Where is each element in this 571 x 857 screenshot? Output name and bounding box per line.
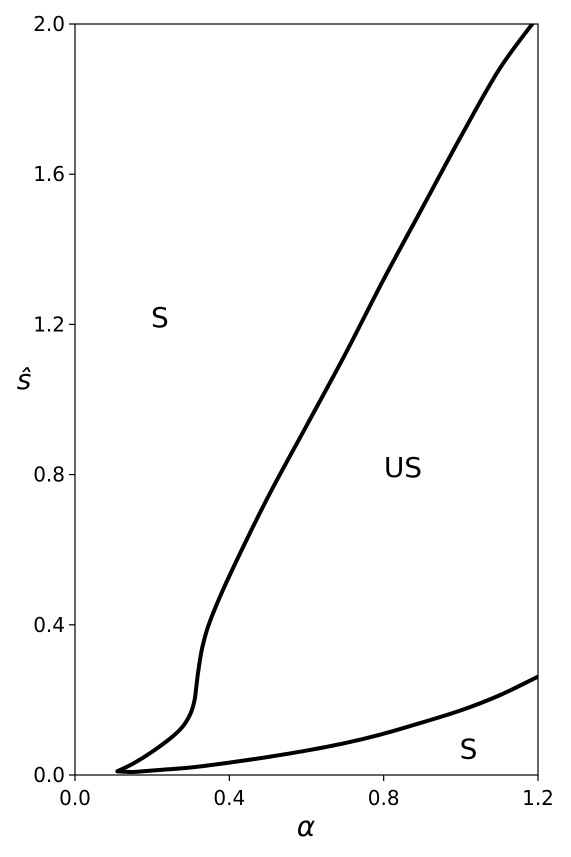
region-label: S — [151, 301, 169, 334]
x-axis: 0.0 0.4 0.8 1.2 — [59, 775, 554, 810]
y-axis: 0.0 0.4 0.8 1.2 1.6 2.0 — [33, 12, 75, 787]
y-tick-label: 0.4 — [33, 613, 65, 637]
y-tick-label: 2.0 — [33, 12, 65, 36]
x-axis-title: α — [297, 810, 316, 843]
y-tick-label: 1.6 — [33, 162, 65, 186]
annotation-layer: S US S — [151, 301, 477, 766]
y-tick-label: 0.8 — [33, 463, 65, 487]
plot-frame — [75, 24, 538, 775]
y-axis-title: ŝ — [17, 363, 32, 396]
region-label: US — [384, 451, 422, 484]
x-tick-label: 0.0 — [59, 786, 91, 810]
y-tick-label: 1.2 — [33, 312, 65, 336]
region-label: S — [460, 733, 478, 766]
y-tick-label: 0.0 — [33, 763, 65, 787]
x-tick-label: 0.8 — [368, 786, 400, 810]
series-layer — [117, 16, 538, 772]
plot-area — [75, 24, 538, 775]
x-tick-label: 1.2 — [522, 786, 554, 810]
upper-boundary-curve — [117, 16, 538, 771]
x-tick-label: 0.4 — [213, 786, 245, 810]
